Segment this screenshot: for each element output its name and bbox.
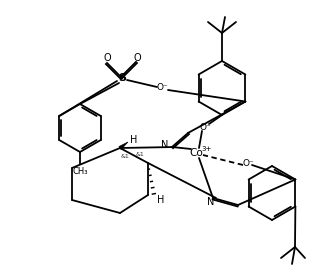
Text: O: O	[103, 53, 111, 63]
Text: H: H	[157, 195, 165, 205]
Text: O⁻: O⁻	[199, 122, 211, 132]
Text: CH₃: CH₃	[72, 167, 88, 175]
Text: O: O	[133, 53, 141, 63]
Text: N: N	[207, 197, 215, 207]
Text: Co: Co	[189, 148, 203, 158]
Text: S: S	[118, 73, 126, 83]
Text: O⁻: O⁻	[242, 158, 254, 168]
Text: H: H	[130, 135, 138, 145]
Text: 3+: 3+	[202, 146, 212, 152]
Polygon shape	[119, 142, 128, 149]
Text: O⁻: O⁻	[156, 83, 168, 93]
Text: &1: &1	[121, 154, 129, 158]
Text: &1: &1	[136, 153, 145, 158]
Text: N: N	[161, 140, 168, 150]
